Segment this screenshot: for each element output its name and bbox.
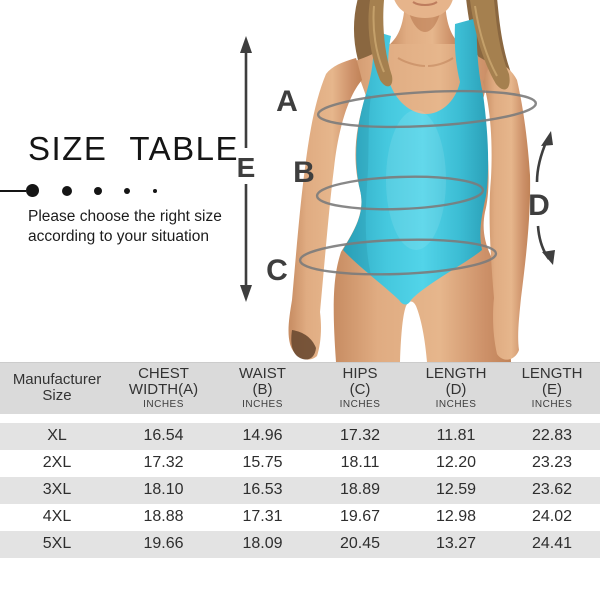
header-line: CHEST	[138, 364, 189, 382]
table-cell: 18.09	[242, 535, 283, 552]
size-table-header: Manufacturer Size CHEST WIDTH(A) INCHES …	[0, 362, 600, 414]
table-cell: 18.88	[143, 508, 184, 525]
swimsuit	[343, 18, 489, 305]
waist-measure-ring	[315, 175, 485, 211]
table-cell: 17.32	[143, 454, 184, 471]
dot	[153, 188, 157, 193]
table-cell: 18.11	[340, 454, 380, 471]
header-line: HIPS	[342, 364, 378, 382]
table-cell: 18.89	[339, 481, 381, 498]
column-header-hips: HIPS (C) INCHES	[312, 363, 408, 414]
table-row: 3XL 18.10 16.53 18.89 12.59 23.62	[0, 476, 600, 504]
table-cell: 15.75	[242, 454, 283, 471]
header-line: Manufacturer	[12, 371, 102, 389]
table-cell: 19.66	[143, 535, 184, 552]
header-unit: INCHES	[435, 398, 477, 410]
size-cell: 4XL	[42, 508, 72, 525]
table-cell: 16.53	[242, 481, 283, 498]
model-measurement-diagram: A B C D E	[237, 0, 555, 362]
size-note: Please choose the right size according t…	[28, 207, 222, 247]
table-cell: 24.02	[531, 508, 573, 525]
table-row: XL 16.54 14.96 17.32 11.81 22.83	[0, 422, 600, 450]
column-header-length-e: LENGTH (E) INCHES	[504, 363, 600, 414]
header-line: WIDTH(A)	[128, 380, 199, 398]
size-note-line2: according to your situation	[28, 228, 209, 245]
column-header-waist: WAIST (B) INCHES	[213, 363, 312, 414]
table-cell: 23.23	[531, 454, 573, 471]
header-line: (C)	[349, 380, 371, 398]
dot	[124, 187, 130, 194]
hips-measure-ring	[298, 238, 498, 276]
table-cell: 22.83	[531, 427, 573, 444]
header-line: (B)	[252, 380, 273, 398]
table-cell: 12.59	[435, 481, 477, 498]
hair-front	[368, 0, 510, 90]
dots-leader-line	[0, 189, 26, 192]
header-line: (E)	[542, 380, 562, 398]
table-row: 2XL 17.32 15.75 18.11 12.20 23.23	[0, 449, 600, 477]
header-unit: INCHES	[339, 398, 381, 410]
size-cell: 2XL	[42, 454, 72, 471]
length-e-arrow	[240, 36, 252, 302]
dot	[94, 186, 102, 195]
header-unit: INCHES	[531, 398, 573, 410]
table-row: 4XL 18.88 17.31 19.67 12.98 24.02	[0, 503, 600, 531]
decorative-dots	[0, 183, 180, 198]
table-cell: 19.67	[339, 508, 381, 525]
column-header-chest: CHEST WIDTH(A) INCHES	[114, 363, 213, 414]
table-spacer-row	[0, 413, 600, 423]
table-cell: 16.54	[143, 427, 184, 444]
header-line: LENGTH	[425, 364, 487, 382]
size-cell: 3XL	[42, 481, 72, 498]
header-unit: INCHES	[143, 398, 184, 410]
table-cell: 17.31	[242, 508, 283, 525]
table-cell: 12.20	[435, 454, 477, 471]
column-header-length-d: LENGTH (D) INCHES	[408, 363, 504, 414]
column-header-size: Manufacturer Size	[0, 363, 114, 414]
dot	[62, 185, 72, 196]
label-a: A	[276, 85, 298, 118]
table-cell: 24.41	[531, 535, 573, 552]
label-b: B	[293, 156, 315, 189]
header-line: LENGTH	[521, 364, 583, 382]
label-e: E	[237, 152, 256, 183]
label-c: C	[266, 254, 288, 287]
header-line: WAIST	[239, 364, 286, 382]
size-table: Manufacturer Size CHEST WIDTH(A) INCHES …	[0, 362, 600, 558]
table-cell: 12.98	[435, 508, 477, 525]
table-cell: 14.96	[242, 427, 283, 444]
size-cell: XL	[47, 427, 67, 444]
header-unit: INCHES	[242, 398, 283, 410]
table-row: 5XL 19.66 18.09 20.45 13.27 24.41	[0, 530, 600, 558]
table-cell: 11.81	[436, 427, 476, 444]
table-cell: 13.27	[435, 535, 477, 552]
table-cell: 18.10	[143, 481, 184, 498]
label-d: D	[528, 189, 550, 222]
dot	[26, 184, 39, 197]
size-cell: 5XL	[42, 535, 72, 552]
chest-measure-ring	[316, 89, 538, 129]
size-note-line1: Please choose the right size	[28, 208, 222, 225]
header-line: (D)	[445, 380, 467, 398]
header-line: Size	[42, 387, 72, 405]
page-title: SIZE TABLE	[28, 130, 240, 167]
length-d-arrow	[535, 131, 555, 265]
table-cell: 23.62	[531, 481, 573, 498]
table-cell: 20.45	[339, 535, 381, 552]
table-cell: 17.32	[339, 427, 381, 444]
